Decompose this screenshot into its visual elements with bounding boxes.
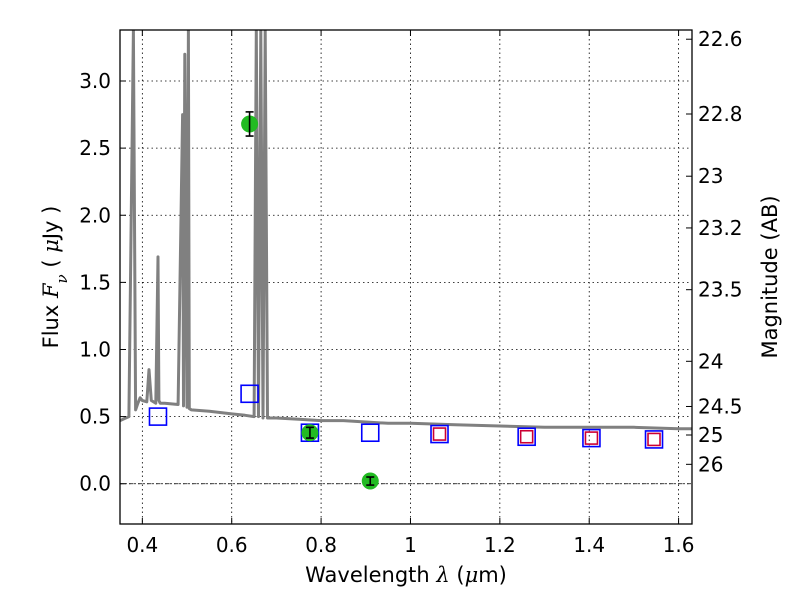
y-tick-label: 0.5 (79, 405, 111, 429)
x-tick-label: 1.6 (663, 533, 695, 557)
magnitude-tick-label: 23 (698, 164, 723, 188)
x-tick-label: 0.8 (305, 533, 337, 557)
y-axis-label: Flux Fν ( μJy ) (39, 206, 71, 349)
y-tick-label: 0.0 (79, 472, 111, 496)
x-tick-label: 1.2 (484, 533, 516, 557)
magnitude-tick-label: 22.8 (698, 102, 743, 126)
model-spectrum-line (120, 30, 692, 431)
magnitude-axis-label: Magnitude (AB) (758, 195, 782, 358)
magnitude-tick-label: 24 (698, 349, 723, 373)
grid-lines (120, 30, 692, 524)
x-tick-label: 0.6 (216, 533, 248, 557)
data-layer (120, 30, 692, 490)
magnitude-tick-label: 23.2 (698, 216, 743, 240)
magnitude-tick-label: 25 (698, 423, 723, 447)
magnitude-tick-label: 24.5 (698, 394, 743, 418)
x-tick-label: 1 (404, 533, 417, 557)
y-tick-label: 2.0 (79, 203, 111, 227)
model-photometry-square (644, 430, 664, 449)
model-photometry-square-red (647, 432, 661, 447)
y-tick-label: 1.0 (79, 337, 111, 361)
model-photometry-square (148, 407, 168, 426)
x-axis-label: Wavelength λ (μm) (305, 563, 507, 587)
model-photometry-square-red (584, 431, 599, 445)
magnitude-tick-labels: 22.6 22.8 23 23.2 23.5 24 24.5 25 26 (698, 27, 743, 476)
magnitude-tick-label: 22.6 (698, 27, 743, 51)
plot-frame (119, 29, 693, 525)
model-photometry-square (360, 423, 380, 443)
plot-area (120, 30, 692, 490)
x-tick-label: 0.4 (126, 533, 158, 557)
y-tick-label: 2.5 (79, 136, 111, 160)
y-tick-labels: 0.0 0.5 1.0 1.5 2.0 2.5 3.0 (79, 69, 111, 496)
y-tick-label: 1.5 (79, 270, 111, 294)
y-tick-label: 3.0 (79, 69, 111, 93)
model-photometry-square (517, 427, 536, 447)
model-photometry-square (240, 384, 259, 404)
model-photometry-square (430, 424, 449, 444)
model-photometry-square-red (519, 429, 534, 444)
x-tick-label: 1.4 (573, 533, 605, 557)
magnitude-tick-label: 23.5 (698, 278, 743, 302)
model-photometry-square-red (432, 427, 447, 441)
x-tick-labels: 0.4 0.6 0.8 1 1.2 1.4 1.6 (126, 533, 694, 557)
tick-marks (120, 30, 692, 524)
magnitude-tick-label: 26 (698, 452, 723, 476)
model-photometry-square (582, 428, 601, 448)
